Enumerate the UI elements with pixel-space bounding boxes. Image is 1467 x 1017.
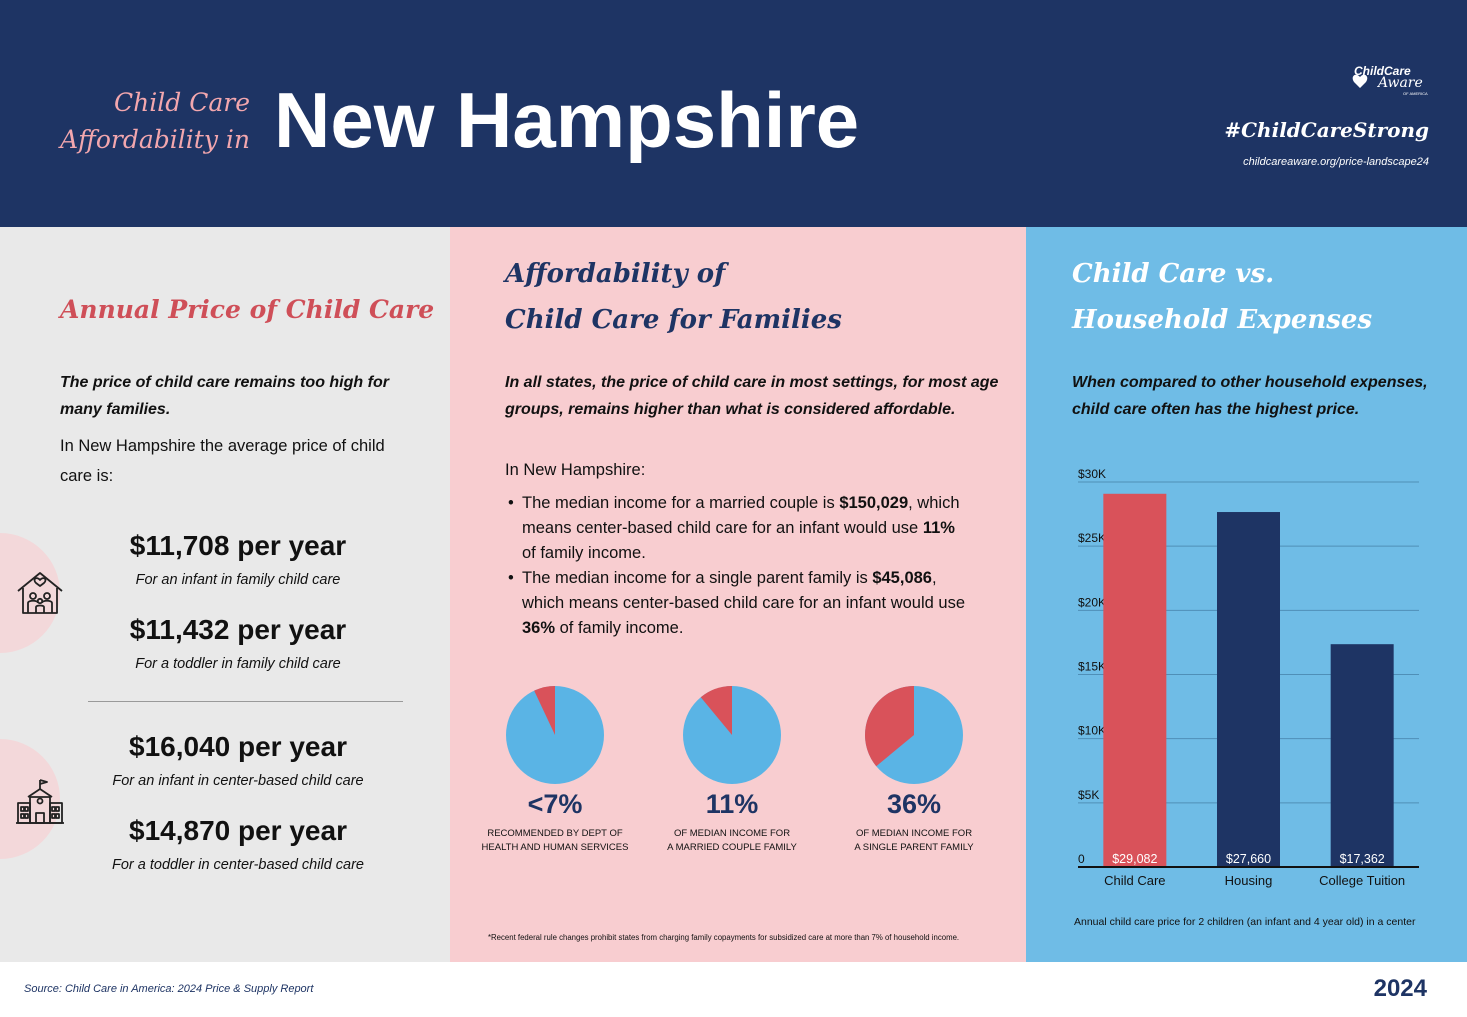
annual-price-heading: Annual Price of Child Care bbox=[60, 295, 435, 324]
y-tick-label: $20K bbox=[1078, 595, 1106, 609]
affordability-heading: Affordability of Child Care for Families bbox=[505, 251, 842, 343]
pie-slice-share bbox=[865, 686, 914, 767]
header-subtitle-line1: Child Care bbox=[114, 88, 250, 117]
bar-data-label: $29,082 bbox=[1112, 852, 1157, 866]
expenses-heading: Child Care vs. Household Expenses bbox=[1072, 251, 1372, 343]
pie-single-parent bbox=[865, 686, 963, 784]
price-caption: For a toddler in family child care bbox=[135, 656, 341, 672]
pie-slice-share bbox=[700, 686, 732, 735]
bullet-text: , which means center-based child care fo… bbox=[522, 569, 965, 612]
bar bbox=[1103, 493, 1167, 867]
header-subtitle: Child Care Affordability in bbox=[30, 84, 250, 158]
pie-caption-line: A SINGLE PARENT FAMILY bbox=[854, 842, 974, 853]
pie-caption-line: HEALTH AND HUMAN SERVICES bbox=[481, 842, 629, 853]
pie-caption-line: OF MEDIAN INCOME FOR bbox=[855, 828, 973, 839]
bar-data-label: $27,660 bbox=[1226, 852, 1271, 866]
y-tick-label: $5K bbox=[1078, 788, 1099, 802]
bullet-text: of family income. bbox=[555, 619, 684, 637]
pie-caption: OF MEDIAN INCOME FOR A MARRIED COUPLE FA… bbox=[642, 827, 822, 855]
divider bbox=[88, 701, 403, 702]
list-item: The median income for a single parent fa… bbox=[505, 566, 965, 641]
price-caption: For an infant in center-based child care bbox=[112, 773, 364, 789]
price-caption: For a toddler in center-based child care bbox=[111, 857, 364, 873]
school-building-icon bbox=[16, 779, 64, 824]
annual-price-panel: Annual Price of Child Care The price of … bbox=[0, 227, 450, 962]
affordability-lead: In all states, the price of child care i… bbox=[505, 374, 999, 418]
y-tick-label: $15K bbox=[1078, 660, 1106, 674]
bar-data-label: $17,362 bbox=[1340, 852, 1385, 866]
affordability-heading-line2: Child Care for Families bbox=[505, 305, 842, 335]
x-tick-label: College Tuition bbox=[1319, 873, 1405, 888]
bullet-text: , which means center-based child care fo… bbox=[522, 494, 960, 537]
y-tick-label: 0 bbox=[1078, 852, 1085, 866]
bullet-income: $150,029 bbox=[839, 494, 909, 512]
price-infant-center: $16,040 per year bbox=[129, 731, 347, 762]
expenses-heading-line1: Child Care vs. bbox=[1072, 259, 1275, 289]
source-citation: Source: Child Care in America: 2024 Pric… bbox=[24, 983, 314, 995]
x-tick-label: Housing bbox=[1225, 873, 1273, 888]
price-infant-family: $11,708 per year bbox=[129, 530, 347, 561]
affordability-panel: Affordability of Child Care for Families… bbox=[450, 227, 1026, 962]
pie-caption: RECOMMENDED BY DEPT OF HEALTH AND HUMAN … bbox=[465, 827, 645, 855]
bar bbox=[1217, 512, 1280, 867]
annual-price-lead: The price of child care remains too high… bbox=[60, 374, 389, 418]
header-subtitle-line2: Affordability in bbox=[60, 125, 250, 154]
pie-caption-line: OF MEDIAN INCOME FOR bbox=[673, 828, 791, 839]
report-year: 2024 bbox=[1373, 975, 1427, 1002]
pie-caption: OF MEDIAN INCOME FOR A SINGLE PARENT FAM… bbox=[824, 827, 1004, 855]
pie-percent-label: <7% bbox=[527, 789, 583, 819]
expenses-panel: Child Care vs. Household Expenses When c… bbox=[1026, 227, 1467, 962]
bullet-text: The median income for a married couple i… bbox=[522, 494, 840, 512]
header-banner: Child Care Affordability in New Hampshir… bbox=[0, 0, 1467, 227]
family-home-icon bbox=[17, 572, 63, 614]
logo-text-aware: Aware bbox=[1376, 75, 1423, 91]
expenses-footnote: Annual child care price for 2 children (… bbox=[1074, 916, 1416, 928]
price-caption: For an infant in family child care bbox=[135, 572, 341, 588]
bullet-text: The median income for a single parent fa… bbox=[522, 569, 873, 587]
y-tick-label: $25K bbox=[1078, 531, 1106, 545]
expenses-heading-line2: Household Expenses bbox=[1072, 305, 1373, 335]
pie-slice-share bbox=[534, 686, 555, 735]
hashtag: #ChildCareStrong bbox=[1224, 118, 1429, 142]
bullet-income: $45,086 bbox=[872, 569, 932, 587]
bullet-text: of family income. bbox=[522, 544, 646, 562]
logo-text-childcare: ChildCare bbox=[1354, 64, 1411, 78]
affordability-heading-line1: Affordability of bbox=[505, 259, 726, 289]
list-item: The median income for a married couple i… bbox=[505, 491, 965, 566]
price-toddler-center: $14,870 per year bbox=[129, 815, 347, 846]
price-toddler-family: $11,432 per year bbox=[129, 614, 347, 645]
bullet-percent: 11% bbox=[922, 519, 955, 537]
y-tick-label: $10K bbox=[1078, 724, 1106, 738]
income-bullet-list: The median income for a married couple i… bbox=[505, 491, 965, 641]
annual-price-body: In New Hampshire the average price of ch… bbox=[60, 437, 385, 485]
y-tick-label: $30K bbox=[1078, 467, 1106, 481]
expenses-bar-chart: 0 $5K $10K $15K $20K $25K $30K $29,082 Child Car… bbox=[1078, 467, 1419, 888]
pie-caption-line: RECOMMENDED BY DEPT OF bbox=[487, 828, 623, 839]
pie-recommended bbox=[506, 686, 604, 784]
logo-text-ofamerica: OF AMERICA bbox=[1403, 91, 1428, 96]
bullet-percent: 36% bbox=[522, 619, 556, 637]
pie-percent-label: 11% bbox=[705, 789, 759, 819]
expenses-lead: When compared to other household expense… bbox=[1072, 374, 1428, 418]
pie-married-couple bbox=[683, 686, 781, 784]
affordability-intro: In New Hampshire: bbox=[505, 461, 646, 479]
bar bbox=[1330, 644, 1394, 867]
affordability-footnote: *Recent federal rule changes prohibit st… bbox=[488, 933, 960, 942]
child-care-aware-logo: ChildCare Aware OF AMERICA bbox=[1352, 64, 1428, 96]
x-tick-label: Child Care bbox=[1104, 873, 1165, 888]
source-url-link[interactable]: childcareaware.org/price-landscape24 bbox=[1243, 156, 1429, 168]
pie-caption-line: A MARRIED COUPLE FAMILY bbox=[667, 842, 797, 853]
page-title: New Hampshire bbox=[274, 76, 860, 164]
pie-percent-label: 36% bbox=[886, 789, 942, 819]
